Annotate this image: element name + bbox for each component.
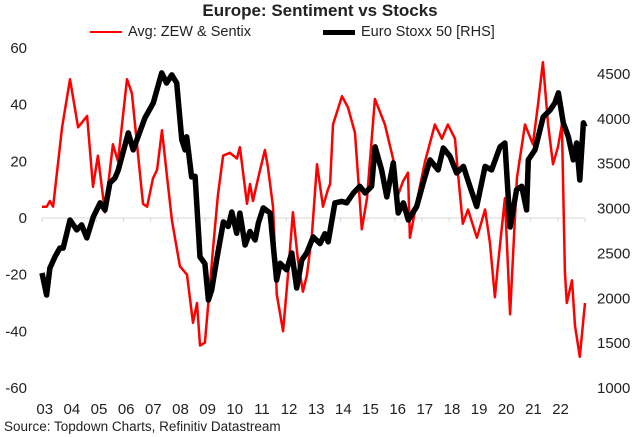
y-left-tick-label: 20 <box>10 153 27 170</box>
series-line-stoxx <box>39 70 588 303</box>
y-right-tick-label: 4500 <box>597 66 630 83</box>
x-tick-label: 20 <box>498 401 515 418</box>
legend-item-stoxx: Euro Stoxx 50 [RHS] <box>323 24 495 40</box>
x-tick-label: 05 <box>91 401 108 418</box>
x-tick-label: 14 <box>335 401 352 418</box>
legend-swatch-red <box>90 31 122 33</box>
x-tick-label: 18 <box>444 401 461 418</box>
y-right-tick-label: 2500 <box>597 245 630 262</box>
source-note: Source: Topdown Charts, Refinitiv Datast… <box>4 419 281 434</box>
y-left-tick-label: 40 <box>10 97 27 114</box>
y-left-tick-label: -20 <box>5 267 27 284</box>
y-left-tick-label: 60 <box>10 40 27 57</box>
series-line-sentiment <box>42 60 587 359</box>
y-right-tick-label: 3500 <box>597 156 630 173</box>
y-right-tick-label: 1000 <box>597 380 630 397</box>
y-right-tick-label: 2000 <box>597 290 630 307</box>
x-tick-label: 17 <box>416 401 433 418</box>
legend-swatch-black <box>323 29 355 35</box>
x-tick-label: 03 <box>36 401 53 418</box>
x-tick-label: 12 <box>281 401 298 418</box>
x-tick-label: 10 <box>226 401 243 418</box>
x-tick-label: 22 <box>552 401 569 418</box>
x-tick-label: 15 <box>362 401 379 418</box>
x-tick-label: 06 <box>118 401 135 418</box>
legend-label-stoxx: Euro Stoxx 50 [RHS] <box>361 24 495 40</box>
x-tick-label: 07 <box>145 401 162 418</box>
y-left-tick-label: -40 <box>5 323 27 340</box>
x-tick-label: 11 <box>254 401 270 418</box>
y-right-tick-label: 1500 <box>597 335 630 352</box>
y-left-tick-label: 0 <box>19 210 27 227</box>
x-tick-label: 09 <box>199 401 216 418</box>
legend-label-sentiment: Avg: ZEW & Sentix <box>128 24 252 40</box>
x-tick-label: 13 <box>308 401 325 418</box>
y-left-tick-label: -60 <box>5 380 27 397</box>
chart-title: Europe: Sentiment vs Stocks <box>202 1 438 20</box>
x-tick-label: 16 <box>389 401 406 418</box>
y-right-tick-label: 4000 <box>597 111 630 128</box>
x-tick-label: 08 <box>172 401 189 418</box>
legend-item-sentiment: Avg: ZEW & Sentix <box>90 24 251 40</box>
x-tick-label: 19 <box>471 401 488 418</box>
y-right-tick-label: 3000 <box>597 201 630 218</box>
x-tick-label: 04 <box>64 401 81 418</box>
x-tick-label: 21 <box>525 401 542 418</box>
